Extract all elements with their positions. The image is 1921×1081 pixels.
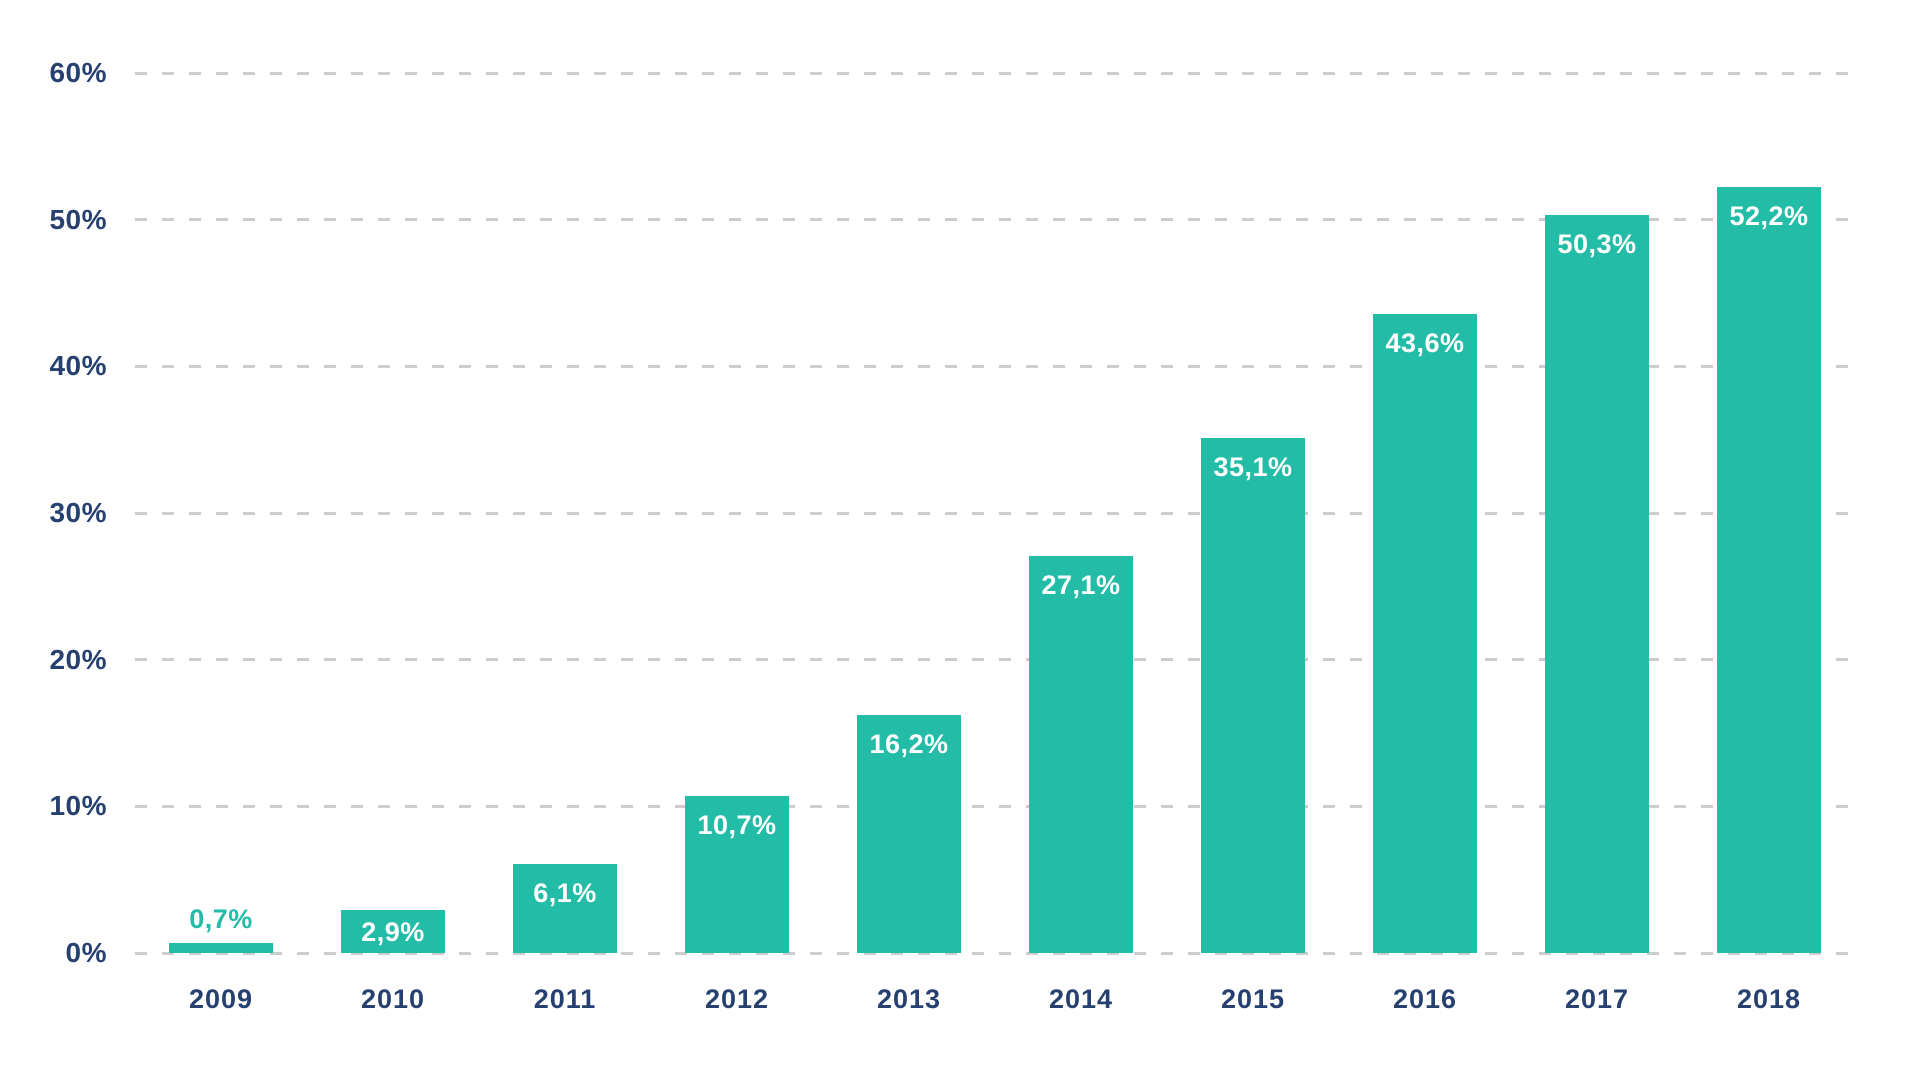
bar-2013 bbox=[857, 715, 961, 953]
bar-column-2016: 43,6% bbox=[1339, 73, 1511, 953]
x-tick-label-2016: 2016 bbox=[1392, 984, 1458, 1014]
bar-column-2014: 27,1% bbox=[995, 73, 1167, 953]
gridline-50% bbox=[135, 218, 1855, 222]
bar-value-label-2017: 50,3% bbox=[1557, 229, 1637, 260]
bar-2012 bbox=[685, 796, 789, 953]
bar-value-label-2012: 10,7% bbox=[697, 810, 777, 841]
x-tick-label-2015: 2015 bbox=[1220, 984, 1286, 1014]
bar-column-2010: 2,9% bbox=[307, 73, 479, 953]
bar-2014 bbox=[1029, 555, 1133, 953]
x-tick-label-2012: 2012 bbox=[704, 984, 770, 1014]
x-tick-label-2013: 2013 bbox=[876, 984, 942, 1014]
bar-column-2018: 52,2% bbox=[1683, 73, 1855, 953]
bar-value-label-2018: 52,2% bbox=[1729, 201, 1809, 232]
bar-column-2015: 35,1% bbox=[1167, 73, 1339, 953]
gridline-60% bbox=[135, 71, 1855, 75]
y-tick-label: 10% bbox=[49, 790, 107, 822]
x-axis: 2009 2010 2011 2012 2013 2014 2015 2016 2017 2018 bbox=[135, 984, 1855, 1014]
x-tick-label-2011: 2011 bbox=[533, 984, 597, 1014]
bar-value-label-2015: 35,1% bbox=[1213, 452, 1293, 483]
x-tick-label-2017: 2017 bbox=[1564, 984, 1630, 1014]
x-tick-label-2010: 2010 bbox=[360, 984, 426, 1014]
bar-value-label-2011: 6,1% bbox=[533, 877, 597, 908]
y-tick-label: 20% bbox=[49, 643, 107, 675]
y-tick-label: 40% bbox=[49, 350, 107, 382]
y-tick-label: 30% bbox=[49, 497, 107, 528]
gridline-10% bbox=[135, 804, 1855, 808]
bar-2015 bbox=[1201, 438, 1305, 953]
bar-value-label-2016: 43,6% bbox=[1385, 327, 1465, 358]
bar-column-2009: 0,7% bbox=[135, 73, 307, 953]
y-axis: 0% 10% 20% 30% 40% 50% 60% bbox=[0, 57, 107, 968]
gridline-40% bbox=[135, 364, 1855, 368]
bar-column-2013: 16,2% bbox=[823, 73, 995, 953]
gridline-20% bbox=[135, 658, 1855, 662]
bar-2009 bbox=[169, 942, 273, 953]
gridline-30% bbox=[135, 511, 1855, 515]
x-tick-label-2014: 2014 bbox=[1048, 984, 1114, 1014]
plot-area: 0,7% 2,9% 6,1% 10,7% 16,2% 27,1% 35,1% 43,6% 50,… bbox=[135, 71, 1855, 955]
bar-value-label-2013: 16,2% bbox=[869, 729, 949, 760]
y-tick-label: 60% bbox=[49, 57, 107, 88]
bar-column-2011: 6,1% bbox=[479, 73, 651, 953]
y-tick-label: 50% bbox=[49, 203, 107, 235]
bar-2017 bbox=[1545, 215, 1649, 953]
bar-column-2012: 10,7% bbox=[651, 73, 823, 953]
y-tick-label: 0% bbox=[65, 937, 107, 968]
bar-2010 bbox=[341, 910, 445, 953]
gridline-0% bbox=[135, 951, 1855, 955]
bar-2016 bbox=[1373, 313, 1477, 953]
bar-value-label-2009: 0,7% bbox=[189, 903, 253, 934]
bar-column-2017: 50,3% bbox=[1511, 73, 1683, 953]
x-tick-label-2018: 2018 bbox=[1736, 984, 1802, 1014]
bars-row: 0,7% 2,9% 6,1% 10,7% 16,2% 27,1% 35,1% 43,6% 50,… bbox=[135, 73, 1855, 953]
bar-value-label-2010: 2,9% bbox=[361, 916, 425, 947]
x-tick-label-2009: 2009 bbox=[188, 984, 254, 1014]
bar-value-label-2014: 27,1% bbox=[1041, 569, 1121, 600]
bar-2018 bbox=[1717, 187, 1821, 953]
bar-2011 bbox=[513, 863, 617, 953]
